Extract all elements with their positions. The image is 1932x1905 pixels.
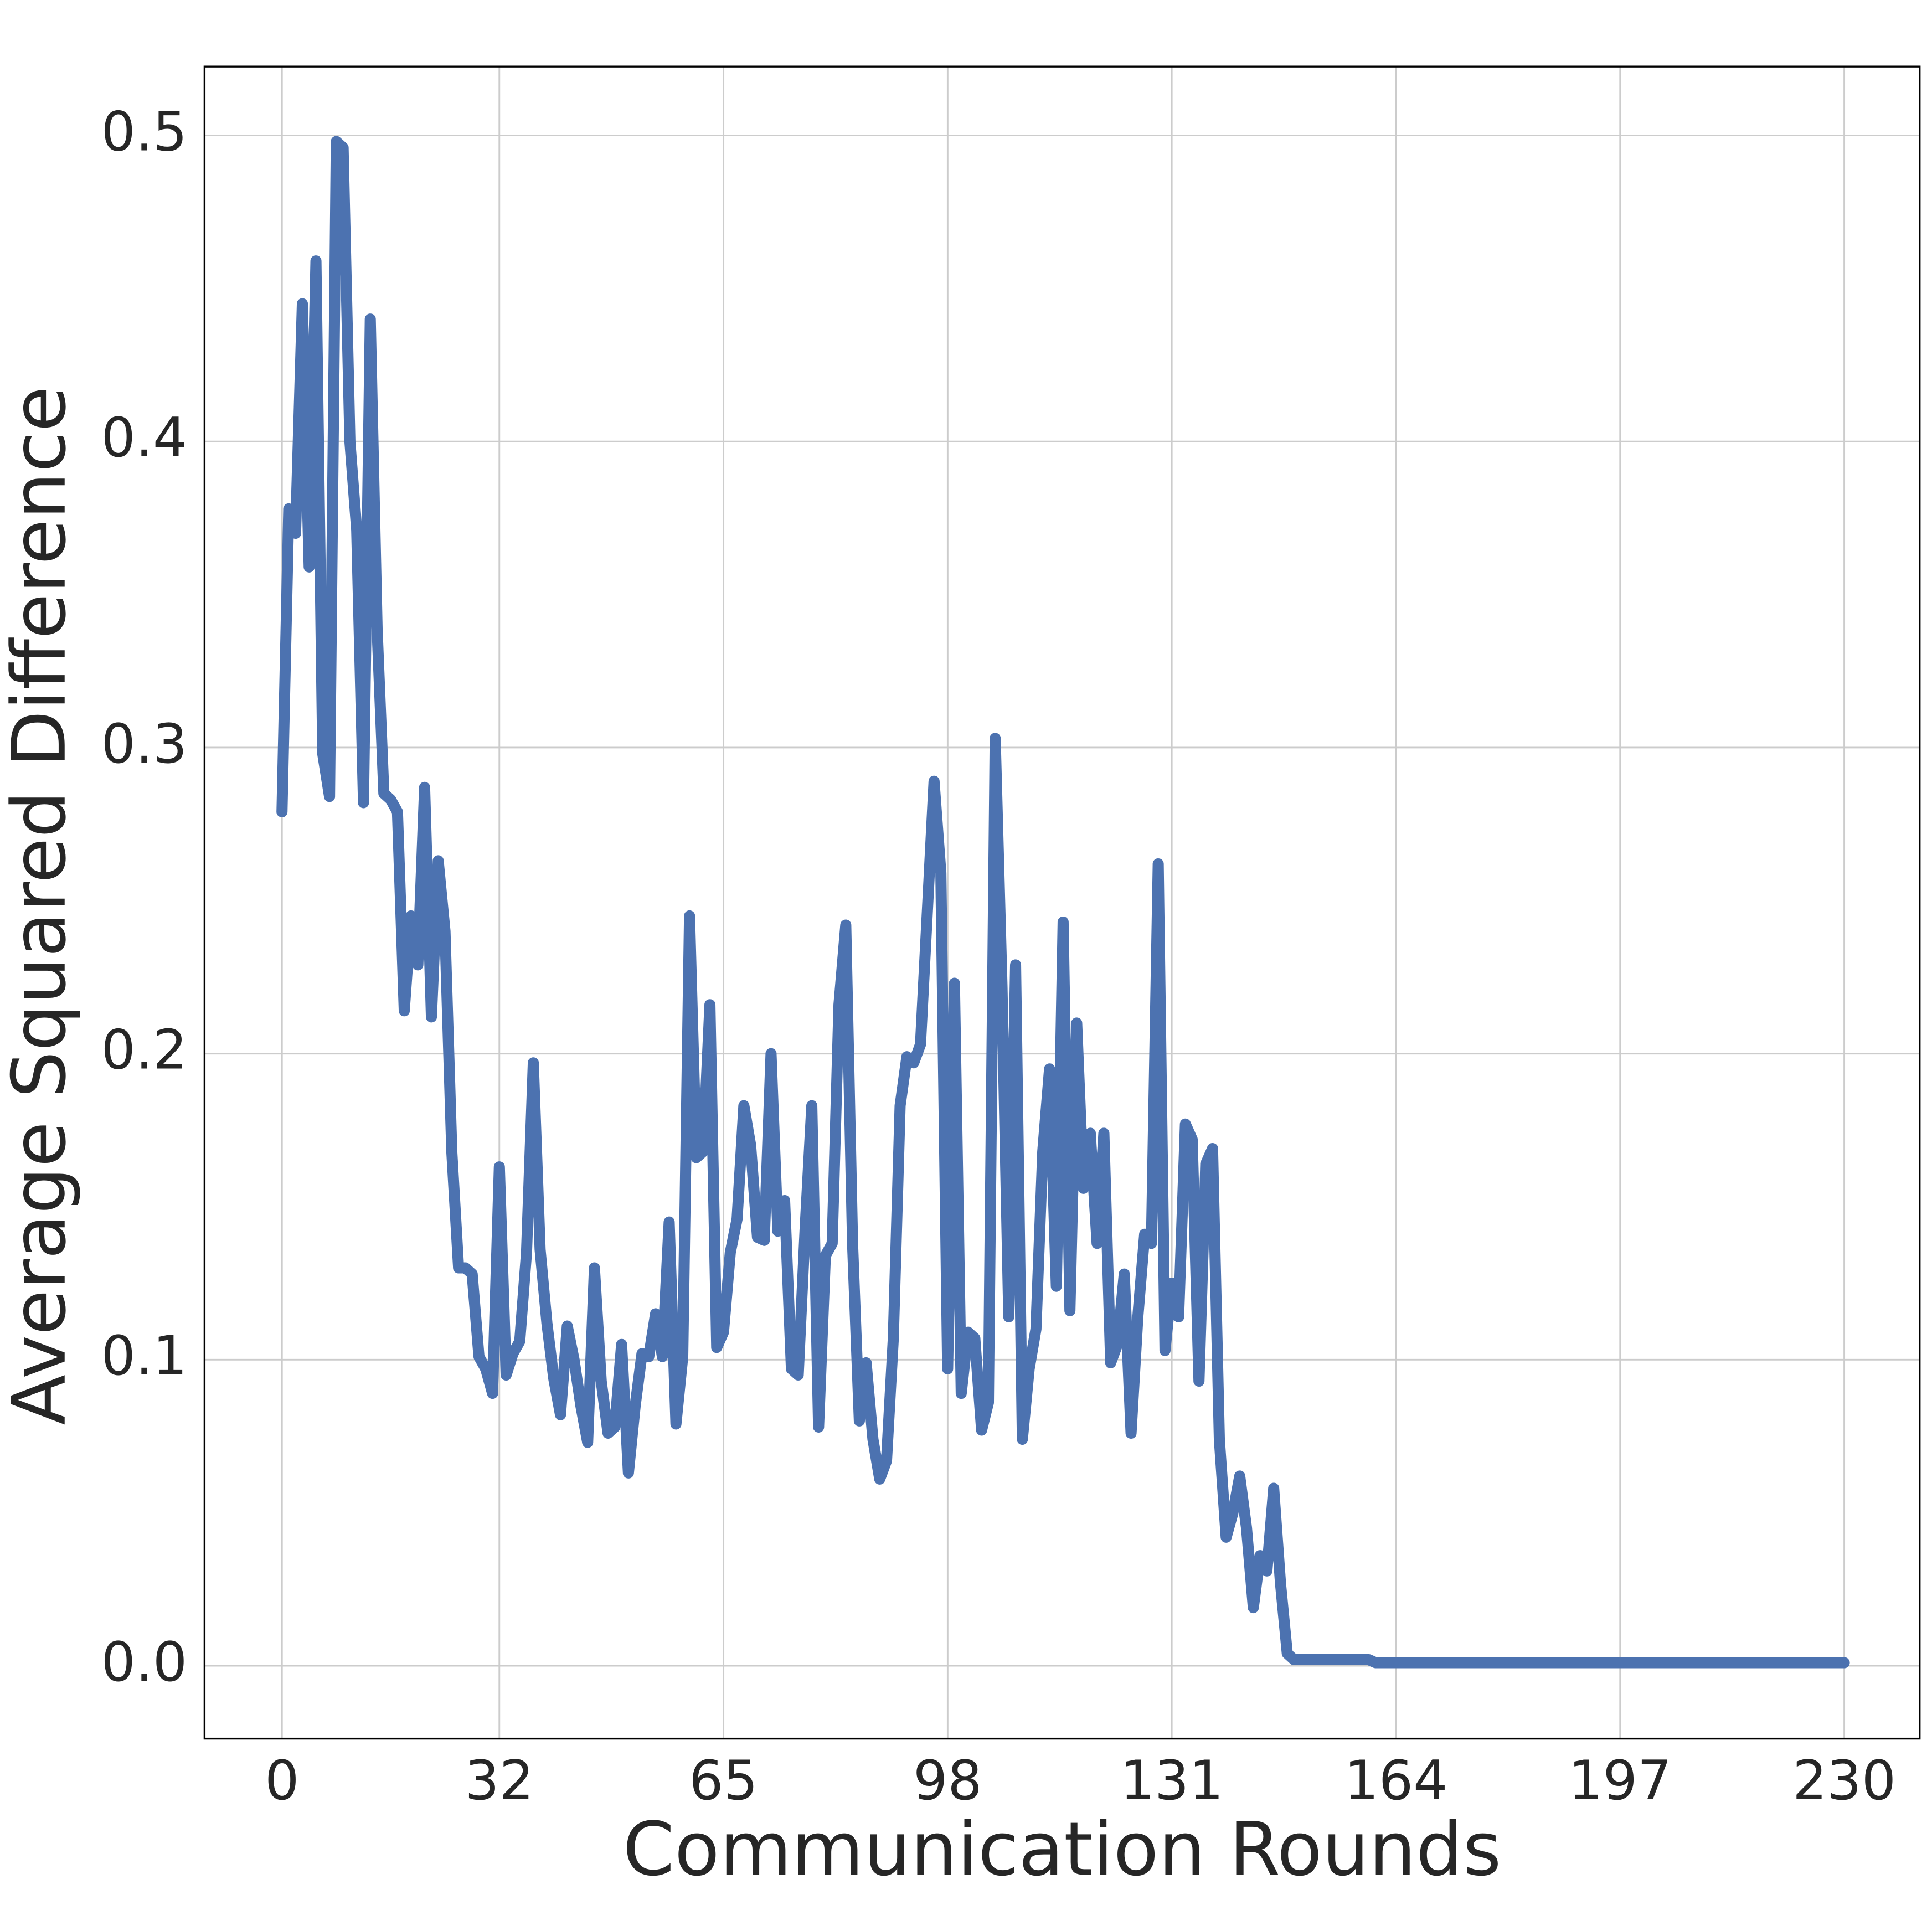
x-tick-label: 98 [913,1749,982,1813]
y-tick-label: 0.2 [101,1018,188,1082]
x-tick-label: 0 [265,1749,299,1813]
axes-frame [203,65,1921,1740]
y-tick-label: 0.3 [101,713,188,776]
y-tick-label: 0.5 [101,100,188,163]
y-tick-label: 0.4 [101,406,188,470]
y-axis-label: Average Squared Difference [0,386,83,1425]
grid [204,66,1920,1739]
x-tick-label: 65 [689,1749,758,1813]
x-tick-label: 197 [1568,1749,1672,1813]
tick-labels: 0 32 65 98 131 164 197 230 0.0 0.1 0.2 0.3 0.4 0.5 [101,100,1896,1812]
x-axis-label: Communication Rounds [623,1806,1502,1892]
plot-area [276,136,1850,1669]
x-tick-label: 32 [465,1749,534,1813]
x-tick-label: 230 [1792,1749,1896,1813]
y-tick-label: 0.1 [101,1325,188,1388]
y-tick-label: 0.0 [101,1631,188,1694]
x-tick-label: 164 [1344,1749,1448,1813]
x-tick-label: 131 [1120,1749,1224,1813]
data-line [276,136,1850,1669]
